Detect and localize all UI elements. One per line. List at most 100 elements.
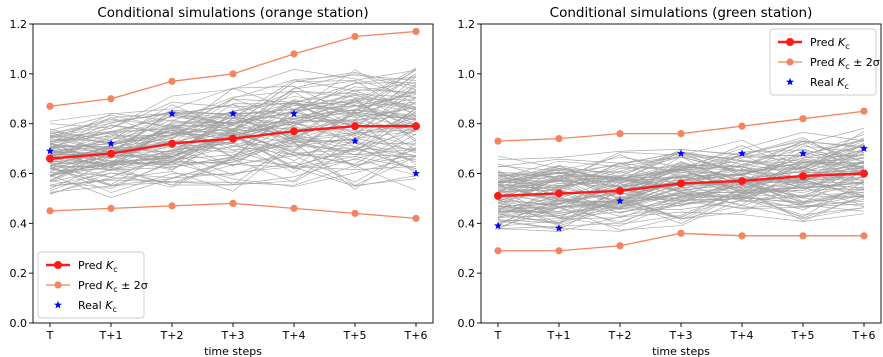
pred-point bbox=[738, 176, 746, 185]
legend-label-part: Real bbox=[78, 299, 105, 312]
simulation-line bbox=[497, 211, 865, 232]
pred-point bbox=[290, 127, 298, 136]
simulation-line bbox=[497, 170, 865, 213]
band-upper-point bbox=[412, 27, 420, 36]
real-series bbox=[494, 144, 868, 232]
simulation-line bbox=[49, 102, 417, 148]
x-tick-label: T+2 bbox=[160, 329, 184, 342]
legend-label-part: c bbox=[112, 305, 116, 314]
x-tick-label: T+6 bbox=[852, 329, 876, 342]
real-point bbox=[860, 144, 868, 152]
simulation-line bbox=[497, 174, 865, 218]
x-tick-label: T+1 bbox=[99, 329, 123, 342]
band-upper-point bbox=[46, 102, 54, 110]
band-upper-point bbox=[168, 77, 176, 85]
x-axis-label: time steps bbox=[652, 345, 710, 357]
band-lower-point bbox=[107, 204, 115, 212]
simulation-line bbox=[49, 72, 417, 134]
y-tick-label: 0.4 bbox=[10, 217, 28, 230]
simulation-lines bbox=[49, 67, 417, 198]
simulation-line bbox=[49, 119, 417, 182]
simulation-line bbox=[49, 138, 417, 182]
simulation-line bbox=[497, 168, 865, 206]
pred-point bbox=[555, 189, 563, 198]
x-tick-label: T+5 bbox=[343, 329, 367, 342]
simulation-line bbox=[49, 99, 417, 159]
legend-label-part: K bbox=[838, 56, 846, 69]
legend-label-part: Pred bbox=[78, 279, 106, 292]
real-point bbox=[229, 109, 237, 118]
legend-marker-band bbox=[786, 58, 794, 66]
legend-label-part: K bbox=[106, 259, 114, 272]
y-tick-label: 0.0 bbox=[10, 317, 28, 330]
legend-marker-pred bbox=[54, 261, 62, 269]
x-tick-label: T+2 bbox=[608, 329, 632, 342]
real-point bbox=[616, 196, 624, 205]
simulation-line bbox=[497, 194, 865, 210]
pred-point bbox=[799, 171, 807, 180]
x-tick-label: T bbox=[46, 329, 54, 342]
legend-label-part: c bbox=[844, 82, 848, 91]
band-upper-point bbox=[555, 135, 563, 143]
simulation-line bbox=[49, 69, 417, 129]
real-point bbox=[738, 149, 746, 157]
green-station-chart: 0.0 0.2 0.4 0.6 0.8 1.0 1.2 T T+1 T+2 T+3 T+4 T+5 T+6… bbox=[458, 5, 882, 357]
pred-point bbox=[107, 149, 115, 158]
legend: Pred Kc Pred Kc ± 2σ Real Kc bbox=[769, 28, 880, 96]
real-point bbox=[677, 149, 685, 157]
y-tick-label: 0.8 bbox=[10, 118, 28, 131]
real-point bbox=[494, 221, 502, 230]
band-lower-point bbox=[799, 232, 807, 240]
y-tick-label: 1.0 bbox=[10, 68, 28, 81]
legend-label: Pred Kc ± 2σ bbox=[810, 56, 880, 71]
legend-box bbox=[37, 251, 145, 319]
simulation-line bbox=[497, 157, 865, 203]
band-lower-point bbox=[677, 229, 685, 237]
band-upper-point bbox=[351, 32, 359, 41]
simulation-line bbox=[49, 160, 417, 189]
y-tick-label: 0.2 bbox=[10, 267, 28, 280]
legend-label-part: Real bbox=[810, 76, 837, 89]
simulation-line bbox=[49, 73, 417, 144]
x-tick-label: T+4 bbox=[730, 329, 754, 342]
simulation-line bbox=[497, 139, 865, 164]
legend-label-part: c bbox=[113, 285, 117, 294]
pred-point bbox=[46, 154, 54, 163]
legend-box bbox=[769, 28, 877, 96]
pred-point bbox=[412, 122, 420, 131]
legend-label-part: ± 2σ bbox=[850, 56, 880, 69]
legend-label-part: c bbox=[113, 265, 117, 274]
band-upper-point bbox=[229, 70, 237, 78]
simulation-line bbox=[49, 67, 417, 135]
x-tick-label: T+3 bbox=[669, 329, 693, 342]
band-lower-point bbox=[616, 242, 624, 250]
band-upper-point bbox=[738, 122, 746, 130]
legend-marker-pred bbox=[786, 38, 794, 46]
y-tick-label: 0.8 bbox=[458, 118, 476, 131]
simulation-line bbox=[497, 192, 865, 216]
simulation-line bbox=[497, 134, 865, 179]
y-tick-label: 0.0 bbox=[458, 317, 476, 330]
pred-point bbox=[616, 186, 624, 195]
legend-label-part: K bbox=[105, 299, 113, 312]
legend-label-part: ± 2σ bbox=[118, 279, 148, 292]
pred-point bbox=[494, 191, 502, 200]
legend-label: Pred Kc bbox=[810, 36, 850, 51]
band-lower-point bbox=[46, 207, 54, 215]
band-upper-point bbox=[860, 107, 868, 115]
x-tick-label: T+4 bbox=[282, 329, 306, 342]
simulation-line bbox=[497, 161, 865, 205]
band-lower-point bbox=[290, 204, 298, 212]
pred-point bbox=[860, 169, 868, 178]
x-tick-label: T+6 bbox=[404, 329, 428, 342]
legend-label-part: K bbox=[838, 36, 846, 49]
real-series bbox=[46, 109, 420, 177]
band-upper-point bbox=[494, 137, 502, 145]
pred-series bbox=[494, 169, 868, 200]
x-tick-label: T bbox=[494, 329, 502, 342]
simulation-line bbox=[49, 89, 417, 167]
x-axis-label: time steps bbox=[204, 345, 262, 357]
band-upper-point bbox=[107, 95, 115, 103]
band-lower-point bbox=[738, 232, 746, 240]
band-lower-point bbox=[555, 247, 563, 255]
